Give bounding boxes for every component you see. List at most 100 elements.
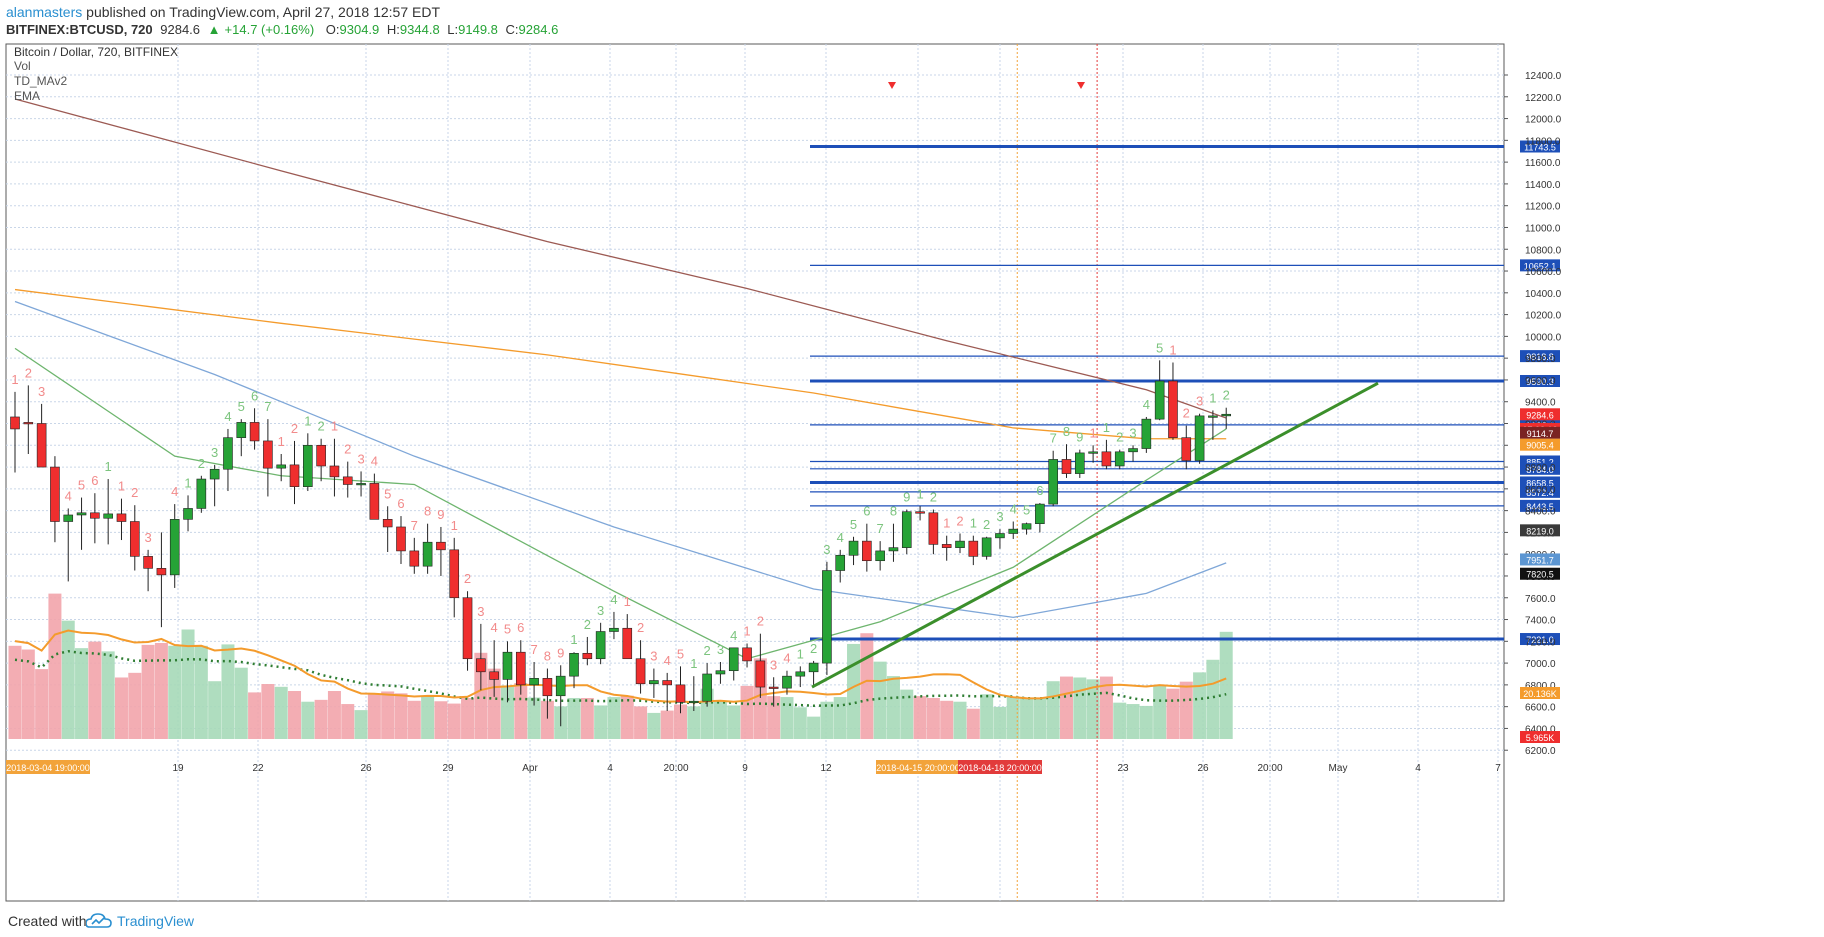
td-count-label: 3 (597, 603, 604, 618)
td-count-label: 5 (850, 517, 857, 532)
volume-bar (154, 643, 168, 739)
td-count-label: 6 (251, 388, 258, 403)
price-tick-label: 12200.0 (1525, 93, 1562, 104)
volume-bar (900, 689, 914, 739)
price-tick-label: 10000.0 (1525, 332, 1562, 343)
publish-info: published on TradingView.com, April 27, … (86, 4, 441, 20)
td-count-label: 8 (424, 504, 431, 519)
td-count-label: 2 (584, 617, 591, 632)
td-count-label: 2 (344, 442, 351, 457)
price-tick-label: 6200.0 (1525, 746, 1556, 757)
author-link[interactable]: alanmasters (6, 4, 83, 20)
volume-bars (8, 593, 1233, 739)
price-axis[interactable]: 11743.510652.19818.89590.39187.18851.287… (1504, 71, 1562, 757)
support-trendline[interactable] (811, 381, 1379, 689)
volume-bar (141, 644, 155, 739)
candle-body (436, 541, 446, 551)
legend-study-ema[interactable]: EMA (14, 89, 40, 103)
candle-body (662, 680, 672, 686)
level-price-tag (1520, 462, 1560, 475)
candle-body (689, 700, 699, 704)
price-tick-label: 8800.0 (1525, 463, 1556, 474)
price-tag-label: 7820.5 (1526, 570, 1554, 580)
trendline[interactable] (811, 381, 1379, 689)
volume-bar (940, 700, 954, 739)
created-with-label: Created with (8, 913, 87, 929)
price-tag (1520, 567, 1560, 580)
td-count-label: 1 (1089, 425, 1096, 440)
legend-study-vol[interactable]: Vol (14, 59, 31, 73)
price-tick-label: 8600.0 (1525, 485, 1556, 496)
volume-bar (88, 641, 102, 739)
tradingview-link[interactable]: TradingView (117, 913, 195, 929)
price-tick-label: 8400.0 (1525, 507, 1556, 518)
last-price: 9284.6 (160, 22, 201, 37)
td-count-label: 1 (11, 372, 18, 387)
volume-bar (21, 649, 35, 739)
time-tick-label: Apr (522, 763, 538, 774)
level-price-label: 10652.1 (1524, 261, 1557, 271)
candle-body (422, 541, 433, 567)
td-count-label: 2 (464, 571, 471, 586)
high-label: H: (386, 22, 400, 37)
level-price-tag (1520, 140, 1560, 153)
high-value: 9344.8 (399, 22, 440, 37)
candle-body (1048, 459, 1058, 505)
td-count-label: 3 (144, 530, 151, 545)
candle-body (76, 512, 87, 516)
volume-bar (1139, 705, 1153, 739)
volume-bar (687, 706, 701, 739)
price-tick-label: 9800.0 (1525, 354, 1556, 365)
price-tag (1520, 438, 1560, 451)
volume-bar (1046, 681, 1060, 739)
candle-body (635, 658, 646, 685)
level-price-tag (1520, 350, 1560, 363)
horizontal-levels[interactable] (810, 144, 1504, 641)
vertical-markers (1016, 44, 1098, 901)
time-axis[interactable]: 2018-03-04 19:00:00 19 22 26 29 Apr 4 20:00 9 12 2… (6, 760, 1501, 774)
candle-body (316, 444, 326, 467)
candle-body (63, 514, 74, 522)
volume-bar (647, 712, 661, 739)
candle-body (1101, 451, 1112, 467)
candle-body (183, 508, 193, 520)
volume-bar (48, 593, 62, 739)
price-tick-label: 10600.0 (1525, 267, 1562, 278)
ma-line (14, 98, 1227, 419)
grid (6, 44, 1504, 901)
volume-bar (461, 697, 475, 739)
chart-pane[interactable] (5, 43, 1505, 902)
td-count-label: 1 (105, 459, 112, 474)
volume-bar (208, 681, 222, 739)
candle-body (342, 476, 353, 485)
candle-body (462, 597, 473, 660)
price-tick-label: 6800.0 (1525, 681, 1556, 692)
price-tag-label: 9114.7 (1527, 429, 1554, 439)
time-tag (958, 760, 1042, 774)
close-label: C: (505, 22, 519, 37)
volume-bar (327, 691, 341, 739)
quote-line: BITFINEX:BTCUSD, 720 9284.6 ▲ +14.7 (+0.1… (6, 20, 562, 40)
volume-bar (248, 692, 262, 739)
time-tick-label: 26 (360, 763, 372, 774)
level-price-label: 9590.3 (1526, 377, 1554, 387)
candle-body (23, 422, 34, 425)
volume-bar (1206, 659, 1220, 739)
candle-body (116, 513, 127, 522)
volume-bar (847, 643, 861, 739)
volume-bar (234, 667, 248, 739)
volume-bar (527, 697, 541, 739)
volume-bar (1113, 702, 1127, 739)
legend-study-tdmav2[interactable]: TD_MAv2 (14, 74, 67, 88)
time-tick-label: 19 (172, 763, 184, 774)
volume-bar (1033, 697, 1047, 739)
volume-bar (674, 704, 687, 739)
price-tick-label: 11800.0 (1525, 136, 1561, 147)
level-price-tag (1520, 374, 1560, 387)
volume-bar (367, 694, 381, 739)
candle-body (449, 549, 460, 599)
time-tag (6, 760, 90, 774)
td-count-label: 4 (224, 409, 231, 424)
td-count-label: 2 (1183, 406, 1190, 421)
